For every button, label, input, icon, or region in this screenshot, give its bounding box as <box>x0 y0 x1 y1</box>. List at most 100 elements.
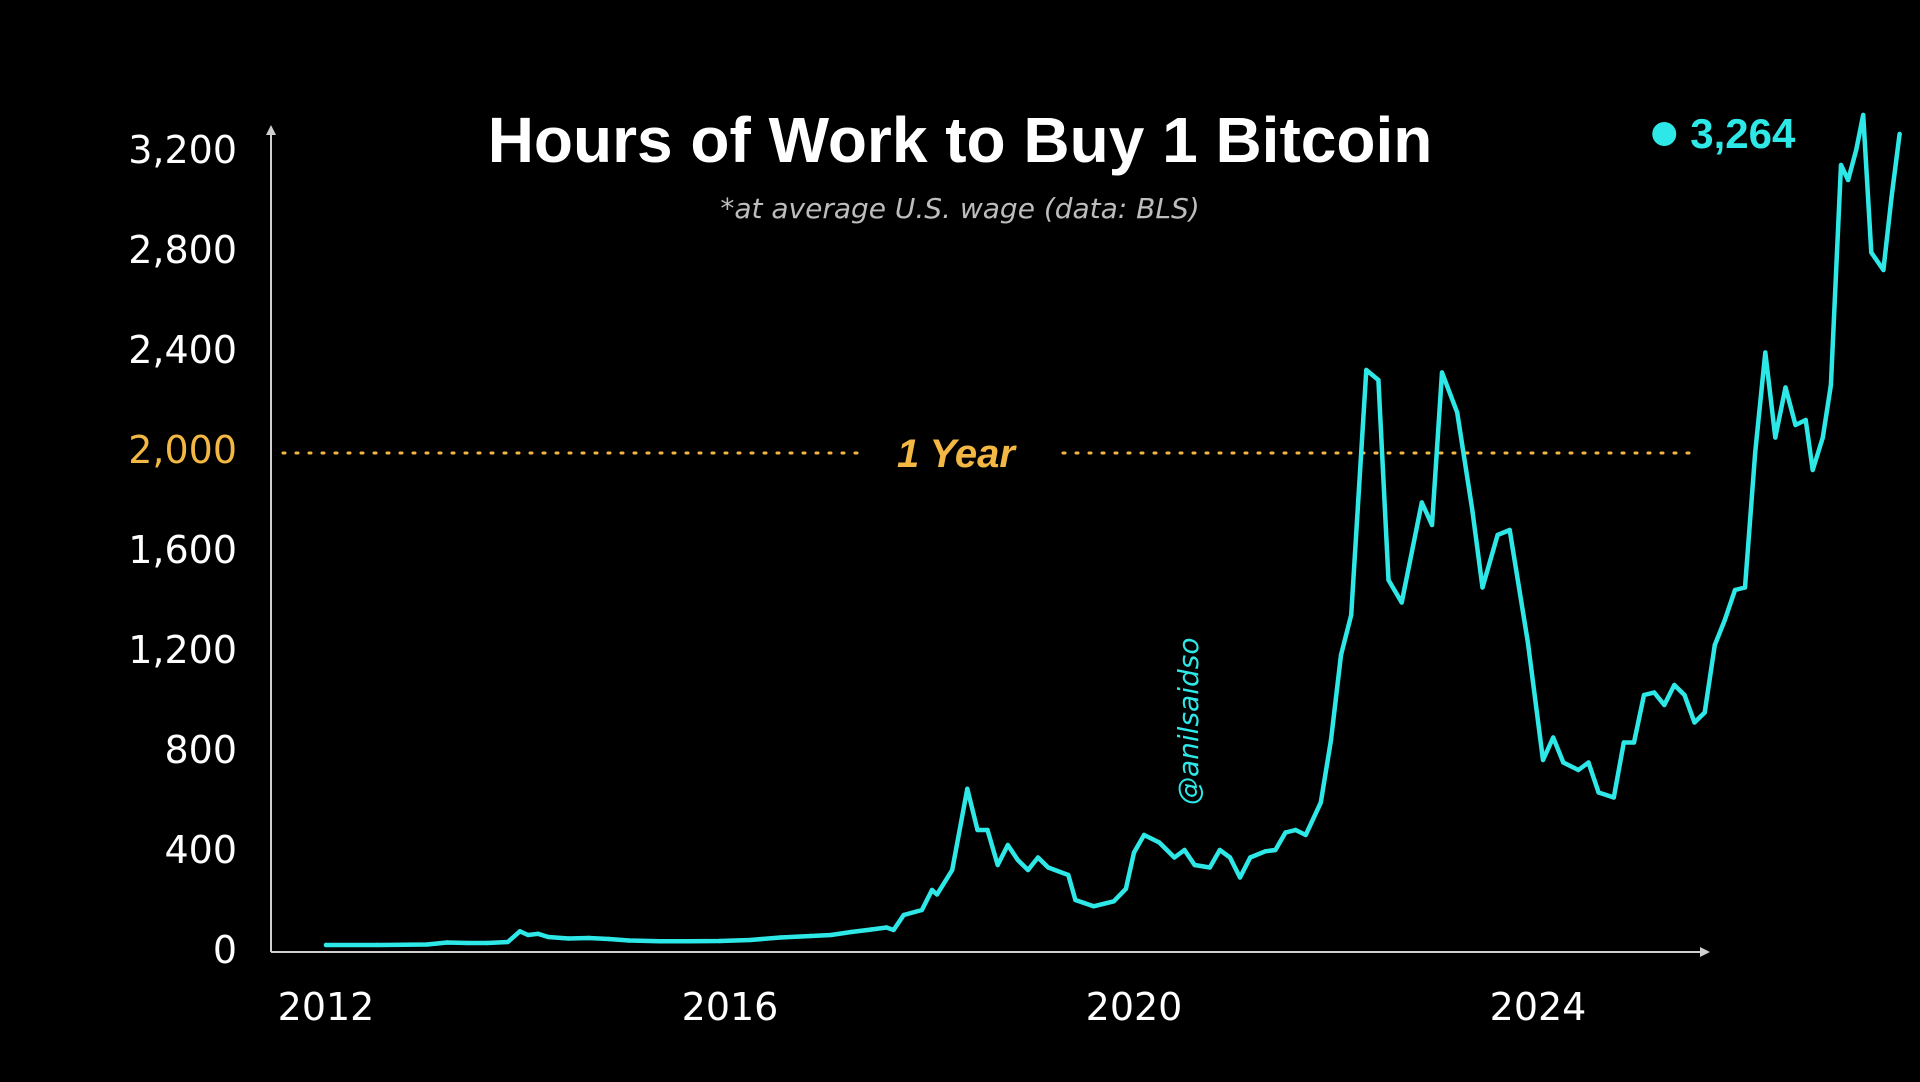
data-point <box>1820 435 1826 440</box>
data-point <box>1046 865 1051 870</box>
data-point <box>1692 720 1697 725</box>
data-point <box>1753 450 1758 455</box>
data-point <box>1123 886 1129 891</box>
data-point <box>1015 857 1020 863</box>
data-point <box>1376 377 1381 383</box>
data-point <box>1066 872 1071 878</box>
data-point <box>778 935 783 940</box>
data-point <box>1586 760 1591 765</box>
data-point <box>1763 350 1768 355</box>
data-point <box>1455 410 1460 415</box>
data-point <box>1349 612 1354 618</box>
data-point <box>717 938 723 944</box>
data-point <box>1507 527 1512 533</box>
data-point <box>1793 422 1798 428</box>
data-point <box>869 927 874 932</box>
data-point <box>1631 740 1637 745</box>
data-point <box>1283 830 1288 835</box>
chart-title: Hours of Work to Buy 1 Bitcoin <box>488 104 1433 176</box>
data-point <box>1845 177 1851 183</box>
reference-line-label: 1 Year <box>897 432 1017 476</box>
data-point <box>1157 840 1162 845</box>
data-point <box>828 932 834 938</box>
data-point <box>1672 682 1677 688</box>
data-point <box>934 892 940 897</box>
data-point <box>374 942 379 948</box>
data-point <box>884 925 889 930</box>
data-point <box>1889 195 1894 200</box>
data-point <box>1525 640 1531 645</box>
data-point <box>1803 417 1808 423</box>
data-point <box>1722 617 1728 623</box>
data-point <box>919 907 925 913</box>
data-point <box>1702 710 1707 715</box>
data-point <box>687 939 692 944</box>
data-point <box>1293 827 1298 833</box>
x-axis: 2012 2016 2020 2024 <box>271 947 1710 1029</box>
data-point <box>1192 862 1197 868</box>
x-tick-label: 2020 <box>1086 985 1183 1029</box>
data-point <box>1227 855 1233 860</box>
data-point <box>1712 642 1718 648</box>
data-point <box>1652 690 1657 695</box>
data-point <box>505 939 510 945</box>
data-point <box>657 939 662 944</box>
y-axis: 0 400 800 1,200 1,600 2,000 2,400 2,800 3,200 <box>128 125 276 972</box>
data-point <box>1328 737 1334 743</box>
y-axis-arrow <box>266 125 276 135</box>
data-point <box>1025 867 1031 873</box>
data-point <box>1783 385 1788 390</box>
y-tick-label: 0 <box>213 928 237 972</box>
data-point <box>1742 585 1748 590</box>
data-point <box>748 937 753 943</box>
data-point <box>1576 767 1581 773</box>
data-point <box>424 942 430 947</box>
data-point <box>1303 832 1308 838</box>
data-point <box>1399 600 1404 605</box>
data-point <box>1596 790 1601 795</box>
y-tick-label: 2,800 <box>128 228 237 272</box>
data-point <box>1561 760 1566 765</box>
watermark: @anilsaidso <box>1172 638 1205 805</box>
data-point <box>445 940 450 945</box>
end-value-label: 3,264 <box>1690 110 1796 157</box>
data-point <box>1495 532 1500 538</box>
y-tick-label: 3,200 <box>128 128 237 172</box>
data-point <box>525 932 531 938</box>
data-point <box>1131 850 1137 855</box>
x-tick-label: 2016 <box>682 985 779 1029</box>
data-point <box>323 942 329 948</box>
data-point <box>1237 875 1243 880</box>
data-point <box>1439 370 1445 375</box>
data-point <box>965 786 970 791</box>
data-point <box>535 931 541 936</box>
data-point <box>586 935 591 941</box>
data-point <box>465 940 470 946</box>
data-point <box>1682 692 1687 698</box>
data-point <box>1470 507 1475 513</box>
data-point <box>1263 849 1268 854</box>
data-point <box>808 933 813 939</box>
data-point <box>1364 367 1369 373</box>
data-point <box>1881 267 1886 273</box>
data-point <box>566 936 571 941</box>
data-point <box>1611 795 1617 800</box>
data-point <box>1273 847 1278 853</box>
x-tick-label: 2012 <box>278 985 375 1029</box>
data-point <box>1248 855 1253 860</box>
data-point <box>975 827 980 833</box>
data-point <box>1141 832 1147 838</box>
x-axis-arrow <box>1700 947 1710 957</box>
data-point <box>1073 897 1078 903</box>
data-point <box>1662 702 1667 708</box>
end-marker <box>1652 122 1677 146</box>
series: 3,264 <box>323 110 1902 948</box>
data-point <box>1897 131 1902 137</box>
data-point <box>1828 382 1834 388</box>
data-point <box>1551 735 1556 740</box>
data-point <box>849 929 854 935</box>
data-point <box>995 862 1000 868</box>
data-point <box>1386 577 1391 583</box>
